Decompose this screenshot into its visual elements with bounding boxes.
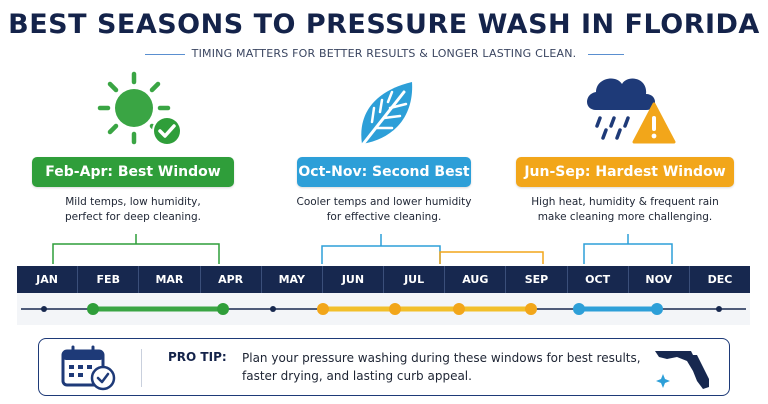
month-dot-apr <box>217 303 229 315</box>
month-dot-oct <box>573 303 585 315</box>
badge-hardest-window: Jun-Sep: Hardest Window <box>516 157 734 187</box>
month-dot-may <box>270 306 276 312</box>
description-second-best: Cooler temps and lower humidity for effe… <box>254 195 514 225</box>
month-dot-jan <box>41 306 47 312</box>
subtitle-right-rule <box>588 54 624 55</box>
bracket-best-window <box>52 234 220 264</box>
pro-tip-line: Plan your pressure washing during these … <box>242 351 641 365</box>
month-dot-sep <box>525 303 537 315</box>
month-jan: JAN <box>36 273 58 286</box>
bracket-hardest-window <box>439 251 544 264</box>
page-subtitle: TIMING MATTERS FOR BETTER RESULTS & LONG… <box>191 47 577 60</box>
month-aug: AUG <box>444 266 505 293</box>
month-jun: JUN <box>321 266 383 293</box>
badge-best-window: Feb-Apr: Best Window <box>32 157 234 187</box>
description-line: make cleaning more challenging. <box>537 211 713 223</box>
description-line: Cooler temps and lower humidity <box>296 196 472 208</box>
florida-map-icon <box>655 351 709 389</box>
bracket-second-best-right <box>583 234 673 264</box>
month-dot-dec <box>716 306 722 312</box>
month-jul: JUL <box>383 266 444 293</box>
pro-tip-box: PRO TIP: Plan your pressure washing duri… <box>38 338 730 396</box>
month-dot-jun <box>317 303 329 315</box>
rain-cloud-warning-icon <box>587 78 676 144</box>
month-oct: OCT <box>566 266 628 293</box>
month-apr: APR <box>199 266 261 293</box>
subtitle-row: TIMING MATTERS FOR BETTER RESULTS & LONG… <box>0 44 768 64</box>
tip-divider <box>141 349 142 387</box>
description-line: perfect for deep cleaning. <box>64 211 201 223</box>
pro-tip-label: PRO TIP: <box>168 350 227 364</box>
month-may: MAY <box>260 266 322 293</box>
month-dot-jul <box>389 303 401 315</box>
month-sep: SEP <box>505 266 566 293</box>
description-best-window: Mild temps, low humidity, perfect for de… <box>3 195 263 225</box>
badge-second-best: Oct-Nov: Second Best <box>297 157 471 187</box>
sparkle-icon <box>656 374 670 388</box>
month-dot-aug <box>453 303 465 315</box>
month-timeline: JAN FEB MAR APR MAY JUN JUL AUG SEP OCT NOV DEC <box>17 266 750 293</box>
description-line: for effective cleaning. <box>326 211 442 223</box>
subtitle-left-rule <box>145 54 185 55</box>
month-feb: FEB <box>77 266 138 293</box>
season-brackets <box>52 234 673 264</box>
leaf-icon <box>358 82 413 150</box>
bracket-second-best-left <box>321 234 441 264</box>
pro-tip-line: faster drying, and lasting curb appeal. <box>242 369 472 383</box>
month-nov: NOV <box>627 266 689 293</box>
sun-check-icon <box>97 71 182 146</box>
month-dot-nov <box>651 303 663 315</box>
month-dot-feb <box>87 303 99 315</box>
month-mar: MAR <box>138 266 199 293</box>
description-line: Mild temps, low humidity, <box>65 196 201 208</box>
description-line: High heat, humidity & frequent rain <box>531 196 719 208</box>
page-title: BEST SEASONS TO PRESSURE WASH IN FLORIDA <box>8 9 760 40</box>
description-hardest-window: High heat, humidity & frequent rain make… <box>495 195 755 225</box>
calendar-check-icon <box>61 345 116 391</box>
month-dec: DEC <box>688 266 750 293</box>
timeline-track <box>21 303 746 315</box>
pro-tip-text: Plan your pressure washing during these … <box>242 349 642 385</box>
